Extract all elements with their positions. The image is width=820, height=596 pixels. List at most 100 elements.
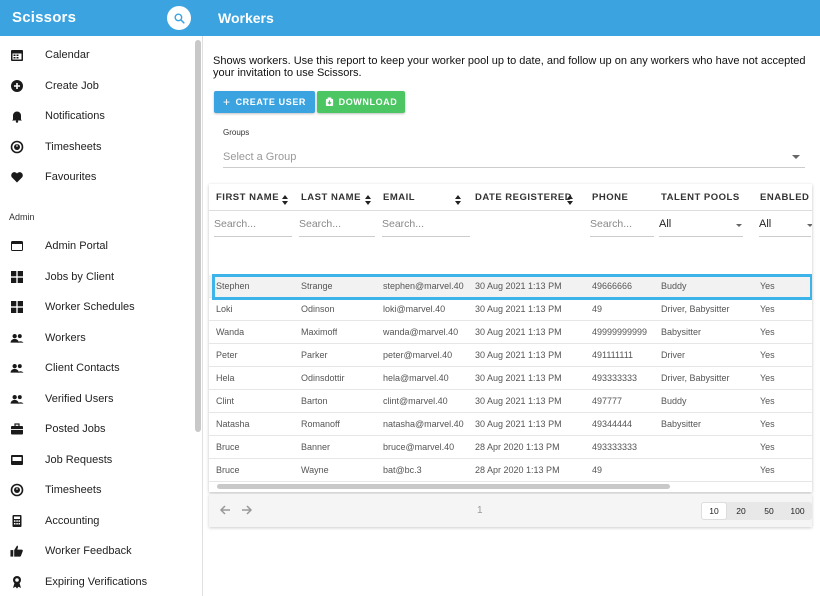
page-size-option[interactable]: 50 [764,506,774,516]
award-icon [10,575,24,589]
sidebar-admin-item-worker-feedback[interactable]: Worker Feedback [0,536,190,566]
groups-select[interactable]: Select a Group [223,146,805,168]
sidebar-item-notifications[interactable]: Notifications [0,101,190,131]
filter-phone-input[interactable]: Search... [590,218,633,230]
table-row[interactable]: Stephen Strange stephen@marvel.40 30 Aug 20… [209,275,812,298]
people-icon [10,331,24,345]
column-header-phone[interactable]: PHONE [592,191,629,203]
sidebar-admin-item-workers[interactable]: Workers [0,323,190,353]
sidebar-item-favourites[interactable]: Favourites [0,162,190,192]
timer-icon [10,483,24,497]
sidebar-admin-item-timesheets[interactable]: Timesheets [0,475,190,505]
sidebar-admin-item-admin-portal[interactable]: Admin Portal [0,231,190,261]
sort-icon[interactable] [282,192,288,205]
sidebar-admin-item-jobs-by-client[interactable]: Jobs by Client [0,262,190,292]
cell-first-name: Peter [216,350,238,360]
search-icon [173,12,185,24]
cell-last-name: Barton [301,396,328,406]
people-icon [10,361,24,375]
cell-phone: 493333333 [592,373,638,383]
sidebar-scrollbar[interactable] [195,40,201,432]
filter-talent-pools-select[interactable]: All [659,218,672,230]
column-header-last-name[interactable]: LAST NAME [301,191,361,203]
table-pagination: 1 10 20 50 100 [209,494,812,527]
sort-icon[interactable] [365,192,371,205]
thumbs-up-icon [10,544,24,558]
table-row[interactable]: Loki Odinson loki@marvel.40 30 Aug 2021 1:1… [209,298,812,321]
sidebar-item-label: Timesheets [45,141,102,153]
sidebar-item-label: Favourites [45,171,97,183]
cell-first-name: Clint [216,396,235,406]
cell-last-name: Odinson [301,304,335,314]
page-size-option[interactable]: 100 [790,506,805,516]
page-size-option[interactable]: 10 [701,502,727,520]
cell-phone: 49 [592,465,603,475]
arrow-left-icon[interactable] [218,503,232,517]
search-button[interactable] [167,6,191,30]
page-size-option[interactable]: 20 [736,506,746,516]
cell-email: loki@marvel.40 [383,304,446,314]
sidebar-item-label: Worker Schedules [45,301,135,313]
download-button[interactable]: DOWNLOAD [317,91,405,113]
sidebar-item-create-job[interactable]: Create Job [0,71,190,101]
sidebar-admin-item-verified-users[interactable]: Verified Users [0,384,190,414]
table-horizontal-scrollbar[interactable] [217,484,670,489]
cell-first-name: Stephen [216,281,250,291]
filter-email-input[interactable]: Search... [382,218,425,230]
sidebar-admin-item-client-contacts[interactable]: Client Contacts [0,353,190,383]
cell-phone: 49 [592,304,603,314]
create-user-button[interactable]: + CREATE USER [214,91,315,113]
sort-icon[interactable] [455,192,461,205]
cell-last-name: Romanoff [301,419,340,429]
sidebar-admin-item-expiring-verifications[interactable]: Expiring Verifications [0,567,190,596]
sort-icon[interactable] [567,192,573,205]
cell-talent-pools: Buddy [661,396,687,406]
cell-last-name: Strange [301,281,333,291]
filter-underline [299,236,375,237]
heart-icon [10,170,24,184]
main-content: Shows workers. Use this report to keep y… [204,36,820,596]
table-row[interactable]: Peter Parker peter@marvel.40 30 Aug 2021 1:… [209,344,812,367]
cell-first-name: Loki [216,304,233,314]
column-header-date-registered[interactable]: DATE REGISTERED [475,191,573,203]
table-row[interactable]: Wanda Maximoff wanda@marvel.40 30 Aug 2021 … [209,321,812,344]
cell-enabled: Yes [760,350,775,360]
table-row[interactable]: Clint Barton clint@marvel.40 30 Aug 2021 1:… [209,390,812,413]
cell-date-registered: 30 Aug 2021 1:13 PM [475,350,562,360]
sidebar-admin-item-accounting[interactable]: Accounting [0,506,190,536]
column-header-talent-pools[interactable]: TALENT POOLS [661,191,740,203]
table-row[interactable]: Bruce Wayne bat@bc.3 28 Apr 2020 1:13 PM 49 Y… [209,459,812,482]
sidebar-item-label: Create Job [45,80,99,92]
cell-phone: 493333333 [592,442,638,452]
cell-first-name: Bruce [216,465,240,475]
cell-enabled: Yes [760,442,775,452]
column-header-enabled[interactable]: ENABLED [760,191,810,203]
column-header-first-name[interactable]: FIRST NAME [216,191,280,203]
filter-underline [590,236,654,237]
cell-email: hela@marvel.40 [383,373,449,383]
sidebar-admin-item-posted-jobs[interactable]: Posted Jobs [0,414,190,444]
filter-underline [382,236,470,237]
filter-enabled-select[interactable]: All [759,218,772,230]
column-header-email[interactable]: EMAIL [383,191,416,203]
sidebar-item-timesheets[interactable]: Timesheets [0,132,190,162]
table-row[interactable]: Bruce Banner bruce@marvel.40 28 Apr 2020 1:… [209,436,812,459]
sidebar-admin-item-worker-schedules[interactable]: Worker Schedules [0,292,190,322]
arrow-right-icon[interactable] [240,503,254,517]
cell-date-registered: 30 Aug 2021 1:13 PM [475,396,562,406]
table-row[interactable]: Natasha Romanoff natasha@marvel.40 30 Aug 2… [209,413,812,436]
cell-email: natasha@marvel.40 [383,419,464,429]
cell-talent-pools: Driver, Babysitter [661,304,730,314]
table-row[interactable]: Hela Odinsdottir hela@marvel.40 30 Aug 2021… [209,367,812,390]
cell-last-name: Maximoff [301,327,338,337]
filter-last-name-input[interactable]: Search... [299,218,342,230]
cell-email: stephen@marvel.40 [383,281,464,291]
sidebar-item-calendar[interactable]: Calendar [0,40,190,70]
sidebar-admin-item-job-requests[interactable]: Job Requests [0,445,190,475]
groups-placeholder: Select a Group [223,151,297,163]
cell-enabled: Yes [760,419,775,429]
sidebar-item-label: Calendar [45,49,90,61]
app-brand[interactable]: Scissors [12,9,77,26]
filter-first-name-input[interactable]: Search... [214,218,257,230]
sidebar-item-label: Job Requests [45,453,113,466]
